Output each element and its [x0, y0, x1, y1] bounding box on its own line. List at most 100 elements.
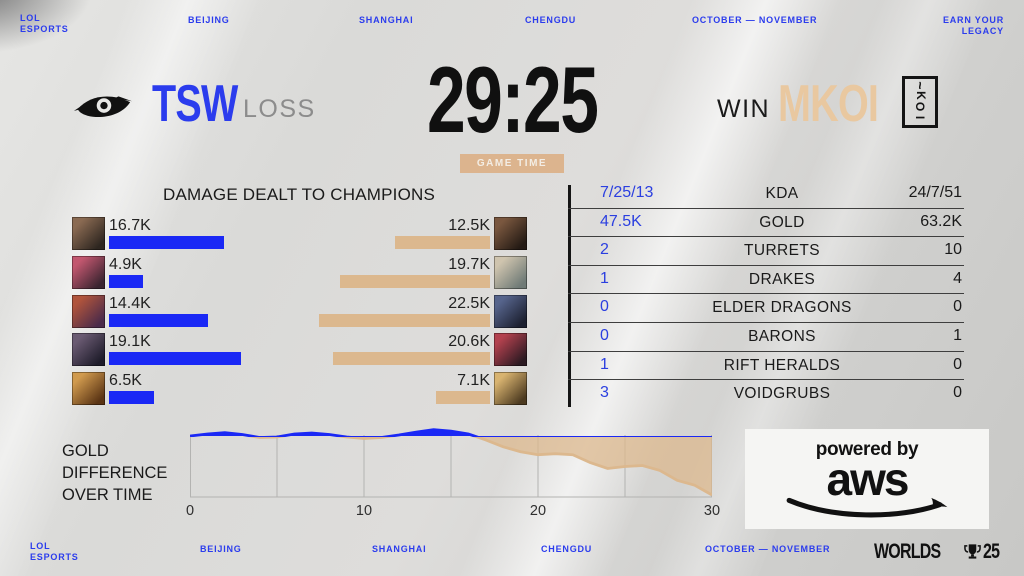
stat-left-value: 7/25/13	[600, 184, 654, 201]
stat-label: KDA	[765, 185, 799, 202]
table-divider	[568, 185, 571, 407]
damage-row: 20.6K	[307, 331, 527, 367]
stat-right-value: 0	[953, 355, 962, 373]
damage-row: 6.5K	[72, 370, 292, 406]
stat-label: VOIDGRUBS	[733, 385, 831, 403]
gold-difference-chart	[190, 428, 712, 498]
damage-bar	[333, 352, 490, 366]
table-row: 2 TURRETS 10	[568, 237, 964, 266]
city-chengdu: CHENGDU	[525, 15, 577, 25]
damage-value: 12.5K	[448, 217, 490, 234]
damage-bar	[340, 274, 490, 288]
stat-right-value: 1	[953, 326, 962, 344]
koi-logo-letter: I	[913, 115, 928, 120]
stat-right-value: 4	[953, 269, 962, 287]
event-dates: OCTOBER — NOVEMBER	[705, 544, 831, 554]
champion-portrait	[494, 333, 527, 367]
champion-portrait	[72, 333, 105, 367]
movistar-koi-logo-icon: ~ K O I	[902, 76, 938, 128]
x-axis-tick: 20	[529, 503, 547, 519]
damage-row: 7.1K	[307, 370, 527, 406]
koi-logo-tilde: ~	[912, 81, 929, 90]
table-row: 7/25/13 KDA 24/7/51	[568, 180, 964, 209]
damage-bar	[395, 236, 490, 249]
aws-sponsor-box: powered by aws	[745, 429, 989, 529]
lol-esports-label: LOL ESPORTS	[20, 13, 69, 34]
team-right-result: WIN	[717, 95, 771, 123]
table-row: 1 DRAKES 4	[568, 266, 964, 295]
stat-right-value: 63.2K	[920, 212, 962, 230]
stat-left-value: 0	[600, 298, 609, 316]
damage-row: 19.7K	[307, 254, 527, 290]
damage-row: 4.9K	[72, 254, 292, 290]
table-row: 3 VOIDGRUBS 0	[568, 380, 964, 409]
champion-portrait	[72, 372, 105, 406]
damage-value: 16.7K	[109, 217, 151, 234]
stat-label: BARONS	[748, 327, 816, 345]
damage-section-title: DAMAGE DEALT TO CHAMPIONS	[163, 185, 436, 204]
timer-area: 29:25	[0, 53, 1024, 147]
worlds-trophy-icon	[963, 544, 981, 559]
damage-bar	[319, 313, 490, 327]
stat-left-value: 0	[600, 326, 609, 344]
stat-right-value: 0	[953, 384, 962, 402]
damage-row: 12.5K	[307, 215, 527, 251]
table-row: 0 BARONS 1	[568, 323, 964, 352]
table-row: 0 ELDER DRAGONS 0	[568, 294, 964, 323]
champion-portrait	[494, 372, 527, 406]
stat-right-value: 10	[944, 241, 962, 259]
champion-portrait	[494, 217, 527, 250]
city-shanghai: SHANGHAI	[372, 544, 427, 554]
team-left-result: LOSS	[243, 95, 316, 123]
stat-right-value: 24/7/51	[908, 184, 962, 201]
x-axis-tick: 0	[185, 503, 195, 519]
earn-your-legacy-label: EARN YOUR LEGACY	[942, 15, 1004, 36]
city-beijing: BEIJING	[200, 544, 242, 554]
stat-left-value: 3	[600, 384, 609, 402]
x-axis-tick: 10	[355, 503, 373, 519]
damage-bar	[109, 391, 154, 405]
aws-swoosh-icon	[786, 497, 948, 518]
stat-left-value: 1	[600, 355, 609, 373]
damage-row: 16.7K	[72, 215, 292, 251]
event-dates: OCTOBER — NOVEMBER	[692, 15, 818, 25]
champion-portrait	[494, 294, 527, 328]
champion-portrait	[494, 255, 527, 289]
aws-logo-text: aws	[826, 453, 910, 505]
damage-value: 14.4K	[109, 294, 151, 312]
stat-left-value: 2	[600, 241, 609, 259]
damage-value: 19.1K	[109, 333, 151, 351]
x-axis-tick: 30	[703, 503, 721, 519]
damage-bar	[109, 313, 208, 327]
damage-bar	[109, 352, 241, 366]
stat-label: ELDER DRAGONS	[712, 299, 852, 317]
game-time-badge: GAME TIME	[460, 154, 564, 173]
worlds-logo-year: 25	[982, 540, 1000, 563]
champion-portrait	[72, 294, 105, 328]
damage-value: 6.5K	[109, 372, 142, 390]
worlds-logo-text: WORLDS	[874, 540, 941, 563]
stat-label: DRAKES	[748, 270, 816, 288]
stat-right-value: 0	[953, 298, 962, 316]
damage-value: 20.6K	[448, 333, 490, 351]
team-left-name: TSW	[152, 75, 238, 133]
stat-left-value: 1	[600, 269, 609, 287]
lol-esports-label: LOL ESPORTS	[30, 541, 79, 562]
stat-label: GOLD	[759, 213, 805, 231]
damage-bar	[109, 274, 143, 288]
table-row: 1 RIFT HERALDS 0	[568, 352, 964, 381]
team-right-name: MKOI	[778, 75, 879, 133]
worlds-25-logo: WORLDS 25	[874, 541, 1004, 562]
champion-portrait	[72, 217, 105, 250]
table-row: 47.5K GOLD 63.2K	[568, 209, 964, 238]
koi-logo-letter: K	[913, 91, 928, 100]
team-secret-logo-icon	[73, 96, 133, 118]
damage-value: 7.1K	[457, 372, 490, 390]
stat-label: TURRETS	[744, 242, 820, 260]
damage-row: 19.1K	[72, 331, 292, 367]
damage-value: 22.5K	[448, 294, 490, 312]
city-beijing: BEIJING	[188, 15, 230, 25]
stat-label: RIFT HERALDS	[723, 356, 841, 374]
damage-row: 14.4K	[72, 293, 292, 329]
damage-row: 22.5K	[307, 293, 527, 329]
